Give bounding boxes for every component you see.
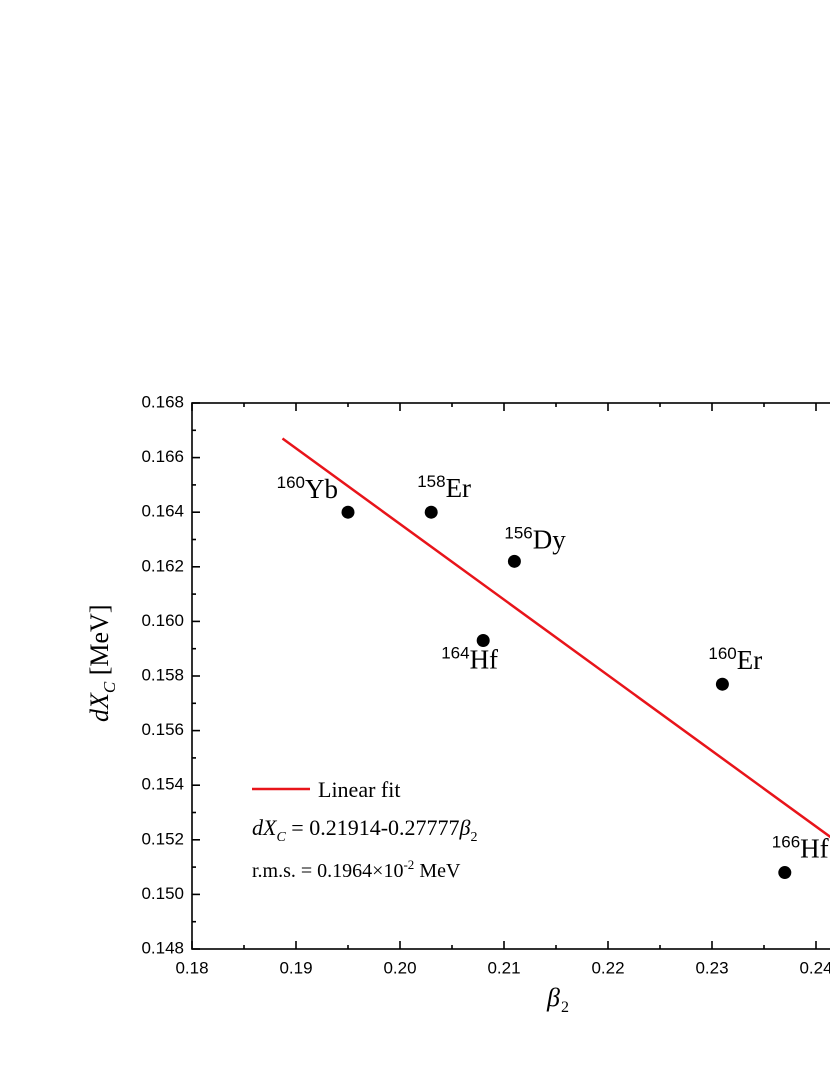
y-axis-title: dXC [MeV] (85, 605, 119, 723)
x-tick-label: 0.23 (695, 958, 728, 977)
element: Yb (305, 474, 338, 504)
y-label-main: dX (85, 692, 114, 722)
legend-label: Linear fit (318, 777, 400, 802)
point-label: 156Dy (504, 523, 566, 554)
mass-number: 158 (417, 472, 445, 491)
mass-number: 156 (504, 523, 532, 542)
point-label: 166Hf (772, 833, 829, 864)
y-tick-label: 0.162 (141, 556, 184, 575)
y-tick-label: 0.160 (141, 611, 184, 630)
eq-part: β (459, 815, 471, 840)
element: Er (446, 473, 471, 503)
point (778, 866, 792, 880)
point (341, 505, 355, 519)
mass-number: 160 (277, 473, 305, 492)
x-label: β (546, 983, 560, 1012)
element: Er (737, 645, 762, 675)
x-tick-label: 0.21 (487, 958, 520, 977)
y-tick-label: 0.156 (141, 720, 184, 739)
y-label-unit: [MeV] (85, 605, 114, 682)
element: Hf (470, 645, 499, 675)
x-tick-label: 0.20 (383, 958, 416, 977)
mass-number: 160 (708, 644, 736, 663)
mass-number: 164 (441, 644, 469, 663)
y-tick-label: 0.148 (141, 938, 184, 957)
x-tick-label: 0.24 (799, 958, 830, 977)
element: Dy (533, 524, 566, 554)
element: Hf (800, 834, 829, 864)
eq-sub: 2 (471, 830, 478, 845)
point-label: 160Yb (277, 473, 338, 504)
point-label: 164Hf (441, 644, 498, 675)
y-tick-label: 0.154 (141, 775, 184, 794)
equation: dXC = 0.21914-0.27777β2 (252, 815, 478, 845)
y-tick-label: 0.168 (141, 392, 184, 411)
mass-number: 166 (772, 833, 800, 852)
eq-part: dX (252, 815, 278, 840)
eq-sub: C (276, 830, 286, 845)
point (476, 634, 490, 648)
x-tick-label: 0.22 (591, 958, 624, 977)
y-tick-label: 0.152 (141, 829, 184, 848)
point (424, 505, 438, 519)
y-tick-label: 0.164 (141, 502, 184, 521)
fit-line (281, 437, 830, 839)
y-label: dXC [MeV] (85, 605, 119, 723)
y-tick-label: 0.150 (141, 884, 184, 903)
x-axis-title: β 2 (546, 983, 569, 1016)
x-tick-label: 0.18 (175, 958, 208, 977)
y-label-sub: C (100, 681, 119, 693)
x-label-sub: 2 (561, 999, 569, 1016)
point-label: 160Er (708, 644, 762, 675)
y-tick-label: 0.158 (141, 665, 184, 684)
point (715, 677, 729, 691)
rms: r.m.s. = 0.1964×10-2 MeV (252, 857, 461, 882)
point-label: 158Er (417, 472, 471, 503)
rms-part: MeV (414, 860, 461, 882)
rms-part: r.m.s. = 0.1964×10 (252, 860, 403, 882)
eq-part: = 0.21914-0.27777 (286, 815, 460, 840)
legend: Linear fit dXC = 0.21914-0.27777β2 r.m.s… (252, 777, 478, 882)
point (507, 554, 521, 568)
x-tick-label: 0.19 (279, 958, 312, 977)
rms-sup: -2 (403, 857, 414, 872)
y-tick-label: 0.166 (141, 447, 184, 466)
